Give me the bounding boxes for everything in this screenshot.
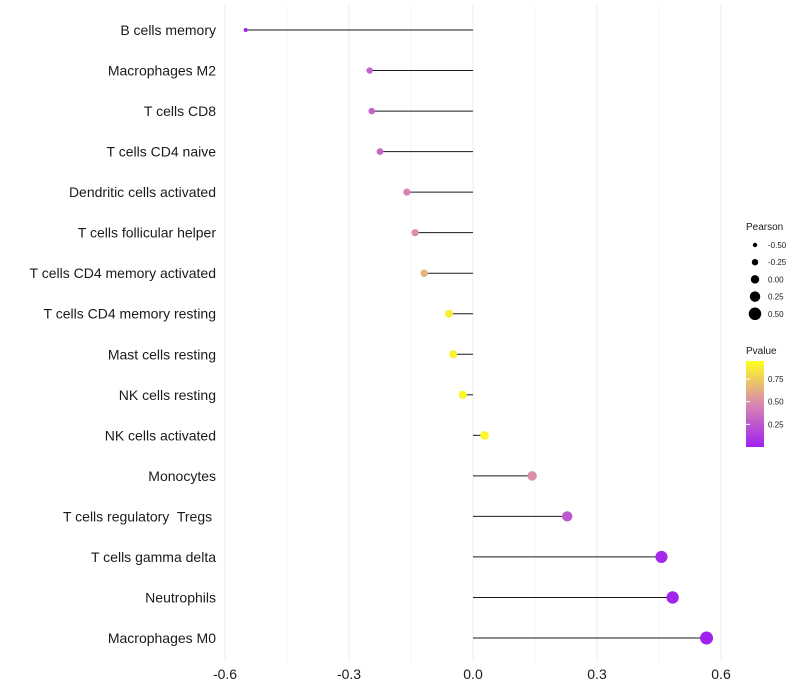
data-point <box>700 631 714 645</box>
size-legend-label: 0.50 <box>768 310 784 319</box>
size-legend: Pearson -0.50 -0.25 0.00 0.25 0.50 <box>746 222 787 321</box>
category-label: Monocytes <box>148 468 216 484</box>
x-tick-label: -0.6 <box>213 666 237 682</box>
x-tick-label: 0.3 <box>587 666 607 682</box>
data-point <box>449 350 458 359</box>
grid-lines <box>224 5 722 662</box>
category-label: Neutrophils <box>145 589 216 605</box>
size-legend-label: -0.50 <box>768 241 787 250</box>
size-legend-label: 0.00 <box>768 275 784 284</box>
x-tick-label: -0.3 <box>337 666 361 682</box>
category-label: T cells gamma delta <box>91 549 216 565</box>
size-legend-label: -0.25 <box>768 258 787 267</box>
category-label: Macrophages M2 <box>108 63 216 79</box>
size-legend-key <box>748 307 762 321</box>
color-legend-label: 0.75 <box>768 375 784 384</box>
data-point <box>403 188 411 196</box>
data-point <box>411 229 419 237</box>
category-label: Macrophages M0 <box>108 630 216 646</box>
category-label: T cells CD4 memory resting <box>44 306 216 322</box>
color-legend-title: Pvalue <box>746 346 777 357</box>
x-axis-ticks: -0.6 -0.3 0.0 0.3 0.6 <box>213 666 731 682</box>
category-label: NK cells resting <box>119 387 216 403</box>
category-labels: B cells memory Macrophages M2 T cells CD8 T… <box>30 22 217 646</box>
x-tick-label: 0.0 <box>463 666 483 682</box>
category-label: Dendritic cells activated <box>69 184 216 200</box>
data-point <box>655 550 668 563</box>
data-point <box>368 107 375 115</box>
color-legend-bar <box>746 361 764 447</box>
data-point <box>366 67 373 74</box>
category-label: T cells CD4 naive <box>107 144 217 160</box>
category-label: NK cells activated <box>105 427 216 443</box>
color-legend-label: 0.50 <box>768 398 784 407</box>
data-point <box>562 511 573 522</box>
size-legend-key <box>752 242 758 248</box>
category-label: Mast cells resting <box>108 346 216 362</box>
category-label: T cells CD8 <box>144 103 216 119</box>
data-point <box>666 591 679 604</box>
size-legend-title: Pearson <box>746 222 783 233</box>
color-legend: Pvalue 0.75 0.50 0.25 <box>746 346 784 447</box>
x-tick-label: 0.6 <box>711 666 731 682</box>
color-legend-label: 0.25 <box>768 420 784 429</box>
data-point <box>445 309 454 318</box>
category-label: B cells memory <box>120 22 216 38</box>
data-point <box>243 28 248 32</box>
size-legend-key <box>751 258 759 266</box>
size-legend-key <box>749 291 761 302</box>
category-label: T cells CD4 memory activated <box>30 265 216 281</box>
data-point <box>420 269 428 277</box>
data-point <box>527 471 537 481</box>
data-point <box>458 390 467 399</box>
category-label: T cells regulatory Tregs <box>63 508 216 524</box>
points <box>243 28 714 645</box>
category-label: T cells follicular helper <box>78 225 217 241</box>
size-legend-key <box>750 275 760 284</box>
stems <box>245 29 707 639</box>
data-point <box>376 148 384 155</box>
data-point <box>480 431 489 440</box>
size-legend-label: 0.25 <box>768 293 784 302</box>
